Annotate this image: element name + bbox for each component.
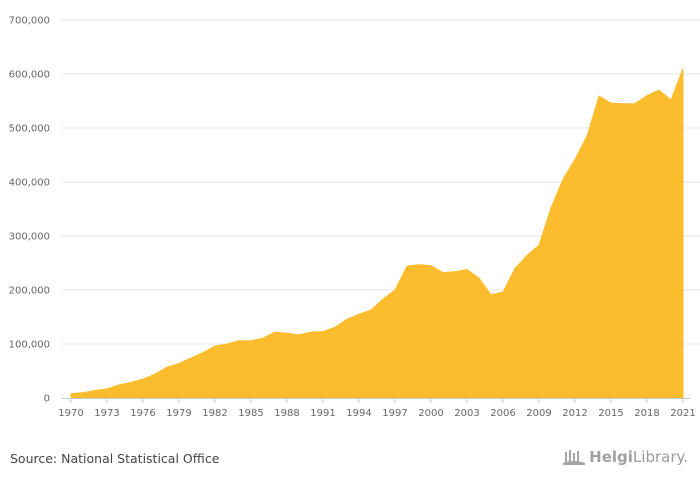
x-tick-label: 1991 [310, 408, 335, 419]
x-tick-label: 1985 [238, 408, 263, 419]
x-tick-label: 2012 [562, 408, 587, 419]
x-tick-label: 1982 [202, 408, 227, 419]
x-tick-label: 2003 [454, 408, 479, 419]
x-tick-label: 1979 [166, 408, 191, 419]
x-tick-label: 2000 [418, 408, 443, 419]
x-tick-label: 2021 [670, 408, 695, 419]
x-tick-label: 1973 [94, 408, 119, 419]
y-tick-label: 0 [44, 394, 50, 405]
area-series [70, 68, 684, 399]
y-tick-label: 200,000 [9, 286, 50, 297]
y-tick-label: 400,000 [9, 178, 50, 189]
x-tick-label: 1997 [382, 408, 407, 419]
area-chart: 0 100,000 200,000 300,000 400,000 500,000 600,… [9, 16, 700, 419]
brand-prefix: Helgi [589, 448, 633, 466]
x-axis: 1970 1973 1976 1979 1982 1985 1988 1991 1994 1997… [58, 398, 696, 419]
x-tick-label: 1976 [130, 408, 155, 419]
brand-suffix: Library. [632, 448, 688, 466]
y-tick-label: 700,000 [9, 16, 50, 27]
x-tick-label: 1988 [274, 408, 299, 419]
y-tick-label: 600,000 [9, 70, 50, 81]
y-tick-label: 500,000 [9, 124, 50, 135]
x-tick-label: 1970 [58, 408, 83, 419]
y-axis: 0 100,000 200,000 300,000 400,000 500,000 600,… [9, 16, 50, 405]
library-icon [563, 450, 586, 465]
x-tick-label: 2018 [634, 408, 659, 419]
gridlines [62, 19, 700, 345]
source-note: Source: National Statistical Office [10, 451, 220, 466]
x-tick-label: 2006 [490, 408, 515, 419]
brand-logo: HelgiLibrary. [562, 448, 688, 466]
x-tick-label: 1994 [346, 408, 371, 419]
x-tick-label: 2015 [598, 408, 623, 419]
x-tick-label: 2009 [526, 408, 551, 419]
y-tick-label: 100,000 [9, 340, 50, 351]
y-tick-label: 300,000 [9, 232, 50, 243]
